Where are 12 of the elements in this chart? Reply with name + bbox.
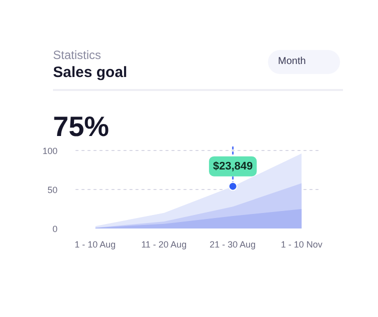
text: 75% bbox=[53, 110, 110, 144]
y-tick-label: 0 bbox=[52, 224, 58, 234]
y-tick-label: 50 bbox=[47, 184, 58, 195]
text: Month bbox=[268, 50, 340, 74]
x-tick-label: 1 - 10 Nov bbox=[280, 240, 323, 250]
x-tick-label: 1 - 10 Aug bbox=[74, 240, 116, 250]
annotation: $23,849 bbox=[212, 160, 253, 172]
chart-title: Sales goal bbox=[53, 63, 128, 83]
chart-subtitle: Statistics bbox=[53, 47, 102, 64]
x-tick-label: 11 - 20 Aug bbox=[141, 240, 187, 250]
y-tick-label: 100 bbox=[42, 146, 58, 156]
x-tick-label: 21 - 30 Aug bbox=[210, 240, 256, 250]
